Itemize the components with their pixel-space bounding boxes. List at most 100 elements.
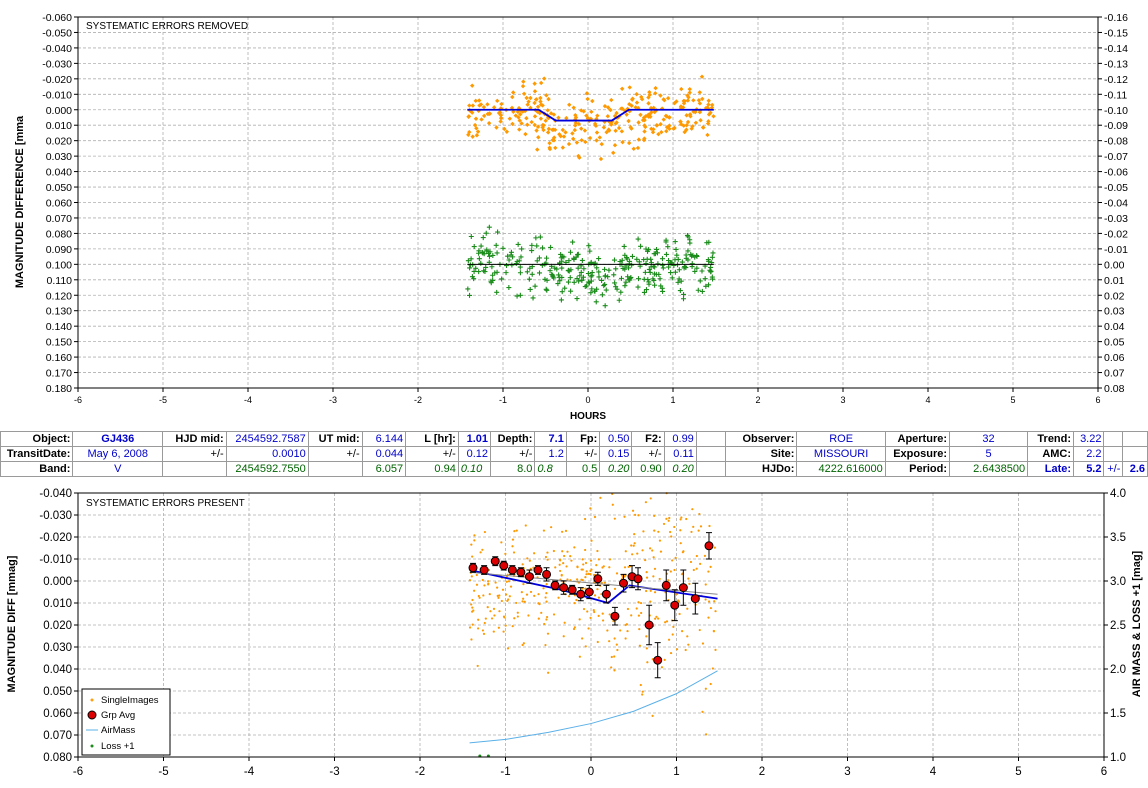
data-point	[645, 277, 651, 283]
data-point	[559, 289, 565, 295]
data-point	[467, 265, 473, 271]
single-image-point	[704, 583, 707, 586]
single-image-point	[714, 648, 717, 651]
single-image-point	[581, 587, 584, 590]
data-point	[568, 288, 574, 294]
data-point	[511, 90, 516, 95]
single-image-point	[638, 644, 641, 647]
single-image-point	[533, 594, 536, 597]
data-point	[576, 121, 582, 127]
single-image-point	[686, 607, 689, 610]
data-point	[621, 243, 627, 249]
data-point	[580, 274, 586, 280]
x-tick-label: 4	[930, 766, 937, 778]
single-image-point	[660, 666, 664, 669]
single-image-point	[560, 573, 563, 577]
data-point	[618, 289, 624, 295]
single-image-point	[554, 566, 557, 569]
data-point	[652, 109, 657, 115]
single-image-point	[471, 606, 474, 609]
single-image-point	[522, 583, 525, 586]
top-chart-title: SYSTEMATIC ERRORS REMOVED	[86, 21, 248, 32]
data-point	[611, 272, 617, 278]
single-image-point	[562, 635, 565, 638]
single-image-point	[679, 542, 682, 545]
data-point	[604, 130, 609, 135]
data-point	[538, 99, 543, 104]
single-image-point	[701, 642, 705, 645]
single-image-point	[707, 616, 710, 619]
data-point	[627, 85, 632, 90]
data-point	[626, 140, 632, 146]
x-tick-label: 5	[1015, 766, 1021, 778]
y2-tick-label: -0.13	[1104, 58, 1128, 70]
object-value: GJ436	[72, 431, 164, 447]
x-tick-label: -1	[500, 766, 510, 778]
data-point	[706, 102, 711, 107]
data-point	[687, 86, 692, 92]
data-point	[698, 118, 703, 123]
single-image-point	[506, 599, 509, 603]
single-image-point	[572, 627, 576, 631]
single-image-point	[711, 667, 714, 670]
single-image-point	[599, 496, 602, 499]
data-point	[585, 271, 591, 277]
single-image-point	[632, 544, 635, 547]
late-value: 5.2	[1073, 461, 1105, 477]
data-point	[560, 145, 566, 150]
single-image-point	[481, 578, 484, 582]
single-image-point	[502, 630, 505, 633]
single-image-point	[636, 552, 639, 555]
single-image-point	[626, 607, 630, 611]
data-point	[559, 274, 565, 280]
data-point	[558, 297, 564, 303]
data-point	[685, 248, 691, 254]
single-image-point	[680, 516, 683, 519]
single-image-point	[597, 614, 600, 617]
group-average-point	[584, 587, 594, 597]
y2-tick-label: 2.5	[1110, 620, 1126, 632]
data-point	[675, 279, 681, 285]
data-point	[573, 115, 579, 120]
single-image-point	[593, 610, 596, 614]
single-image-point	[504, 552, 507, 555]
data-point	[483, 230, 489, 236]
single-image-point	[639, 683, 642, 687]
data-point	[631, 146, 636, 151]
transit-info-table: Object: GJ436 HJD mid: 2454592.7587 UT m…	[0, 431, 1148, 477]
data-point	[687, 237, 693, 243]
data-point	[478, 260, 484, 266]
y-tick-label: -0.030	[42, 58, 72, 70]
data-point	[690, 124, 695, 129]
data-point	[477, 103, 482, 108]
single-image-point	[521, 600, 524, 603]
group-average-point	[644, 620, 654, 630]
y2-tick-label: 0.04	[1104, 321, 1125, 333]
data-point	[612, 280, 618, 286]
data-point	[548, 111, 554, 116]
single-image-point	[537, 593, 540, 596]
data-point	[646, 279, 652, 285]
data-point	[606, 267, 612, 273]
data-point	[673, 246, 679, 252]
y-tick-label: 0.100	[46, 259, 72, 271]
data-point	[547, 268, 553, 274]
single-image-point	[542, 529, 546, 532]
data-point	[525, 102, 530, 107]
single-image-point	[523, 600, 526, 603]
x-tick-label: 0	[585, 395, 590, 405]
data-point	[494, 289, 500, 295]
single-image-point	[709, 682, 712, 686]
data-point	[579, 108, 584, 113]
data-point	[581, 109, 586, 114]
single-image-point	[653, 567, 657, 570]
data-point	[605, 274, 611, 280]
single-image-point	[601, 619, 605, 622]
data-point	[510, 94, 515, 100]
single-image-point	[653, 529, 656, 532]
data-point	[481, 104, 487, 110]
data-point	[532, 283, 538, 289]
single-image-point	[611, 503, 614, 506]
data-point	[705, 121, 711, 126]
data-point	[566, 141, 572, 147]
